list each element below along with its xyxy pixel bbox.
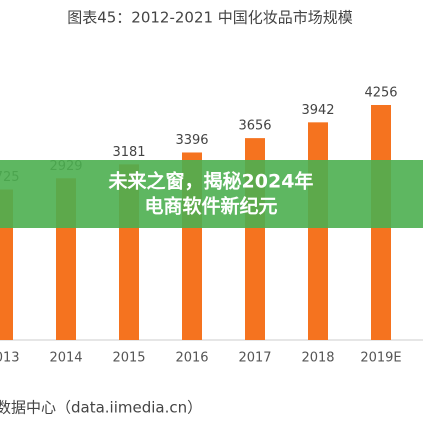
- bar: [308, 122, 328, 341]
- banner-line: 电商软件新纪元: [144, 195, 277, 218]
- x-tick-label: 2019E: [360, 351, 401, 366]
- value-label: 3396: [175, 133, 208, 148]
- x-tick-label: 2013: [0, 351, 20, 366]
- x-tick-label: 2015: [112, 351, 145, 366]
- x-tick-label: 2016: [175, 351, 208, 366]
- value-label: 3656: [238, 119, 271, 134]
- x-tick-label: 2014: [49, 351, 82, 366]
- x-tick-label: 2018: [301, 351, 334, 366]
- value-label: 4256: [364, 85, 397, 100]
- chart-title: 图表45：2012-2021 中国化妆品市场规模: [67, 9, 353, 27]
- banner-line: 未来之窗，揭秘2024年: [108, 170, 314, 193]
- banner: [0, 160, 423, 228]
- x-tick-label: 2017: [238, 351, 271, 366]
- value-label: 3181: [112, 145, 145, 160]
- value-label: 3942: [301, 103, 334, 118]
- source: 数据中心（data.iimedia.cn）: [0, 399, 202, 417]
